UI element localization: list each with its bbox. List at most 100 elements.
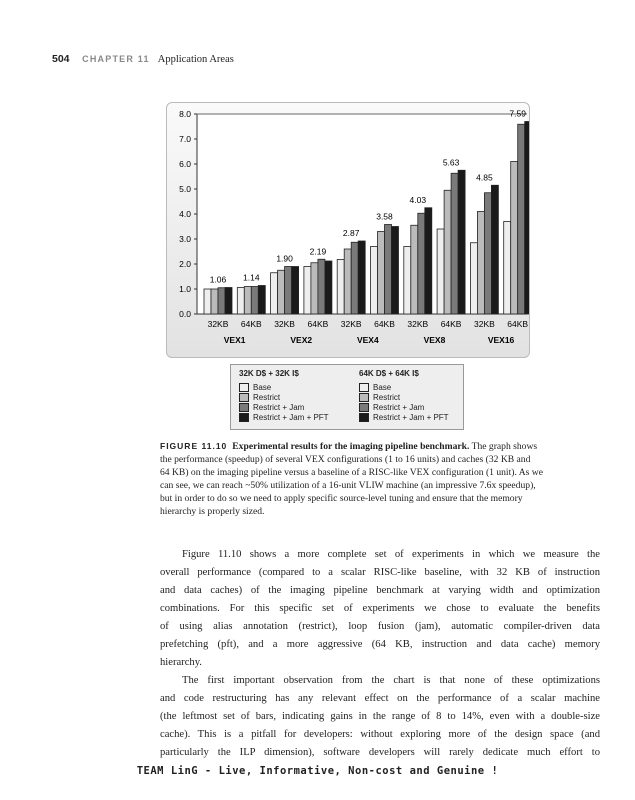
bar <box>243 286 252 315</box>
data-label: 2.19 <box>310 246 327 256</box>
x-tick-label: 32KB <box>208 319 229 329</box>
bar <box>457 169 466 315</box>
legend-column-32k: 32K D$ + 32K I$ Base Restrict Restrict + J… <box>239 369 329 422</box>
y-tick-label: 6.0 <box>179 159 191 169</box>
x-tick-label: 64KB <box>374 319 395 329</box>
data-label: 3.58 <box>376 212 393 222</box>
legend-title: 32K D$ + 32K I$ <box>239 369 299 378</box>
bar <box>250 286 259 315</box>
bar <box>224 287 233 315</box>
legend-swatch <box>239 392 249 402</box>
bar <box>476 211 485 315</box>
legend-swatch <box>359 382 369 392</box>
running-header: 504 CHAPTER 11 Application Areas <box>52 53 234 65</box>
bar <box>424 207 433 315</box>
legend-item: Base <box>359 382 449 392</box>
y-tick-label: 2.0 <box>179 259 191 269</box>
bar <box>410 224 419 315</box>
bar-chart: 0.0 1.0 2.0 3.0 4.0 5.0 6.0 7.0 8.0 1.06 32KB 1.14 6… <box>179 109 529 345</box>
figure-label: FIGURE 11.10 <box>160 441 228 451</box>
caption-text: hierarchy is properly sized. <box>160 506 265 517</box>
footer-watermark: TEAM LinG - Live, Informative, Non-cost … <box>136 765 499 777</box>
body-line: (the leftmost set of bars, indicating ga… <box>160 711 600 722</box>
body-line: of using alias annotation (restrict), lo… <box>160 621 600 632</box>
chart-panel: 0.0 1.0 2.0 3.0 4.0 5.0 6.0 7.0 8.0 1.06 32KB 1.14 6… <box>166 102 530 358</box>
group-label: VEX2 <box>290 335 312 345</box>
legend-label: Restrict + Jam + PFT <box>253 412 329 422</box>
bar <box>317 258 326 315</box>
legend-label: Base <box>253 382 272 392</box>
bar <box>284 266 292 315</box>
caption-text: 64 KB) on the imaging pipeline versus a … <box>160 467 543 478</box>
data-label: 1.14 <box>243 273 260 283</box>
caption-text: The graph shows <box>469 441 538 452</box>
legend-label: Restrict + Jam <box>373 402 425 412</box>
bar <box>443 189 452 315</box>
x-tick-label: 64KB <box>441 319 462 329</box>
body-line: and data caches) of the imaging pipeline… <box>160 585 600 596</box>
bar <box>310 262 319 315</box>
data-label: 7.59 <box>509 109 526 119</box>
bar <box>210 288 219 315</box>
data-label: 4.03 <box>410 195 427 205</box>
bar <box>483 192 492 315</box>
legend-label: Restrict + Jam <box>253 402 305 412</box>
y-tick-label: 3.0 <box>179 234 191 244</box>
bar <box>217 287 226 315</box>
legend-swatch <box>359 402 369 412</box>
y-tick-label: 4.0 <box>179 209 191 219</box>
bar <box>469 242 478 315</box>
body-line: hierarchy. <box>160 657 202 668</box>
data-label: 4.85 <box>476 172 493 182</box>
x-tick-label: 32KB <box>474 319 495 329</box>
legend-label: Restrict <box>253 392 281 402</box>
caption-text: can see, we can reach ~50% utilization o… <box>160 480 536 491</box>
legend-swatch <box>239 382 249 392</box>
bar <box>277 269 285 315</box>
x-tick-label: 64KB <box>241 319 262 329</box>
group-label: VEX8 <box>424 335 446 345</box>
legend-label: Restrict + Jam + PFT <box>373 412 449 422</box>
x-tick-label: 32KB <box>407 319 428 329</box>
body-line: combinations. For this specific set of e… <box>160 603 600 614</box>
bar <box>436 228 445 315</box>
bar <box>291 266 299 315</box>
bar <box>343 248 352 315</box>
y-tick-label: 5.0 <box>179 184 191 194</box>
body-line: particularly the ILP dimension), softwar… <box>160 747 600 758</box>
bar <box>403 246 412 315</box>
bar <box>391 226 399 315</box>
bar <box>236 287 245 315</box>
legend-label: Base <box>373 382 392 392</box>
bar <box>417 212 426 315</box>
caption-title: Experimental results for the imaging pip… <box>232 441 470 452</box>
chart-legend: 32K D$ + 32K I$ Base Restrict Restrict + J… <box>230 364 464 430</box>
bar <box>370 246 378 315</box>
y-tick-label: 0.0 <box>179 309 191 319</box>
y-tick-label: 7.0 <box>179 134 191 144</box>
x-tick-label: 32KB <box>274 319 295 329</box>
x-tick-label: 64KB <box>308 319 329 329</box>
bar <box>350 241 359 315</box>
x-tick-label: 64KB <box>507 319 528 329</box>
data-label: 2.87 <box>343 228 360 238</box>
body-line: cache). This is a pitfall for developers… <box>160 729 600 740</box>
y-tick-label: 8.0 <box>179 109 191 119</box>
bar <box>517 123 526 315</box>
legend-swatch <box>359 392 369 402</box>
y-tick-label: 1.0 <box>179 284 191 294</box>
legend-title: 64K D$ + 64K I$ <box>359 369 419 378</box>
bar <box>257 285 266 315</box>
caption-text: but in order to do so we need to apply s… <box>160 493 523 504</box>
bar <box>450 172 459 315</box>
legend-item: Restrict + Jam <box>239 402 329 412</box>
caption-text: the performance (speedup) of several VEX… <box>160 454 531 465</box>
body-line: overall performance (compared to a scala… <box>160 567 600 578</box>
bar <box>524 121 529 315</box>
legend-swatch <box>239 402 249 412</box>
data-label: 1.90 <box>276 254 293 264</box>
bar <box>203 288 212 315</box>
legend-swatch <box>239 412 249 422</box>
figure-caption: FIGURE 11.10 Experimental results for the… <box>160 440 600 518</box>
